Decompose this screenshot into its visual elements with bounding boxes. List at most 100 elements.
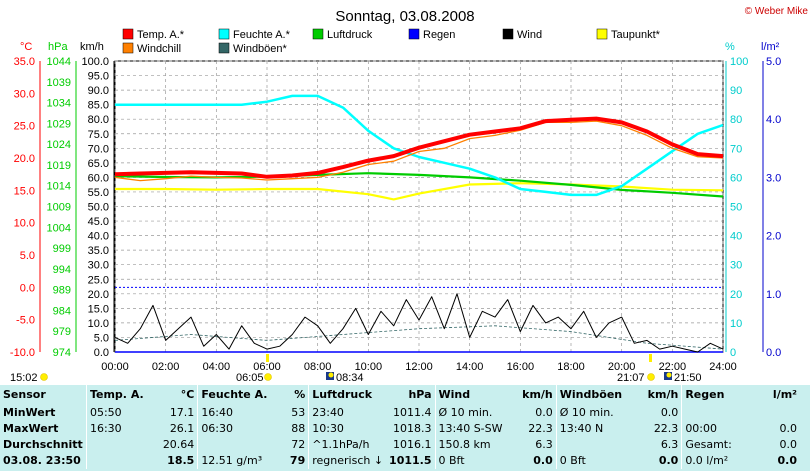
y-tick-temp: 30.0 <box>14 88 35 100</box>
stats-cell: 0.0 <box>779 438 798 451</box>
y-tick-rain: 3.0 <box>766 172 781 184</box>
series-wind <box>114 293 724 353</box>
y-tick-temp: 25.0 <box>14 121 35 133</box>
stats-head-temp-unit: °C <box>180 388 195 401</box>
y-tick-temp: 35.0 <box>14 56 35 68</box>
stats-cell: 0 Bft <box>434 453 511 469</box>
axis-unit-label: km/h <box>80 41 104 53</box>
stats-cell: 0.0 l/m² <box>681 453 747 469</box>
x-tick-label: 22:00 <box>659 361 687 373</box>
axis-unit-label: % <box>725 41 735 53</box>
y-tick-wind: 75.0 <box>88 129 109 141</box>
stats-cell <box>197 437 274 453</box>
axis-unit-label: l/m² <box>761 41 780 53</box>
stats-cell: Ø 10 min. <box>434 405 511 421</box>
stats-cell: Ø 10 min. <box>555 405 637 421</box>
stats-row: Durchschnitt 20.64 72 ^1.1hPa/h 1016.1 150.8 … <box>0 437 800 453</box>
y-tick-pressure: 994 <box>53 264 71 276</box>
x-tick-label: 18:00 <box>557 361 585 373</box>
sunset-marker <box>649 354 652 362</box>
stats-cell: 6.3 <box>660 438 679 451</box>
stats-row: MinWert 05:50 17.1 16:40 53 23:40 1011.4 Ø 10 m… <box>0 405 800 421</box>
sunset-time: 21:07 <box>617 372 645 384</box>
y-tick-wind: 40.0 <box>88 231 109 243</box>
stats-cell: 0.0 <box>535 406 553 419</box>
y-tick-wind: 65.0 <box>88 158 109 170</box>
legend-swatch <box>122 42 134 54</box>
y-tick-pressure: 1009 <box>47 202 71 214</box>
legend-label: Taupunkt* <box>611 29 661 41</box>
y-tick-temp: -10.0 <box>10 347 35 359</box>
stats-cell: 20.64 <box>162 438 195 451</box>
y-tick-rain: 2.0 <box>766 231 781 243</box>
x-tick-label: 06:00 <box>253 361 281 373</box>
stats-head-rain: Regen <box>681 385 747 405</box>
sun-moon-row: 15:02 06:05 08:34 21:07 21:50 <box>10 354 702 384</box>
x-tick-label: 10:00 <box>355 361 383 373</box>
stats-cell: regnerisch ↓ <box>308 453 387 469</box>
stats-row: MaxWert 16:30 26.1 06:30 88 10:30 1018.3 13:40 … <box>0 421 800 437</box>
x-tick-label: 04:00 <box>203 361 231 373</box>
y-tick-wind: 100.0 <box>81 56 109 68</box>
y-tick-wind: 50.0 <box>88 202 109 214</box>
y-tick-humidity: 100 <box>730 56 748 68</box>
y-tick-pressure: 1014 <box>47 181 71 193</box>
legend-swatch <box>312 28 324 40</box>
axis-unit-label: hPa <box>48 41 68 53</box>
y-tick-temp: -5.0 <box>16 315 35 327</box>
moonrise-time: 08:34 <box>336 372 364 384</box>
stats-cell: 1016.1 <box>393 438 432 451</box>
y-tick-wind: 5.0 <box>94 332 109 344</box>
stats-cell: 26.1 <box>169 422 195 435</box>
sunrise-time: 06:05 <box>236 372 264 384</box>
y-tick-wind: 10.0 <box>88 318 109 330</box>
stats-panel: Sensor Temp. A. °C Feuchte A. % Luftdruc… <box>0 385 810 471</box>
stats-cell: 72 <box>291 438 306 451</box>
legend-swatch <box>218 42 230 54</box>
stats-cell: 79 <box>289 454 306 467</box>
x-tick-label: 12:00 <box>405 361 433 373</box>
stats-head-hum: Feuchte A. <box>197 385 274 405</box>
y-tick-pressure: 974 <box>53 347 71 359</box>
y-tick-wind: 35.0 <box>88 245 109 257</box>
stats-cell: 6.3 <box>535 438 553 451</box>
y-tick-wind: 80.0 <box>88 114 109 126</box>
x-tick-label: 14:00 <box>456 361 484 373</box>
stats-cell: ^1.1hPa/h <box>308 437 387 453</box>
y-tick-wind: 60.0 <box>88 172 109 184</box>
axes: 00:00 02:00 04:00 06:00 08:00 10:00 12:00 14:00… <box>10 41 781 373</box>
y-tick-rain: 5.0 <box>766 56 781 68</box>
stats-head-press: Luftdruck <box>308 385 387 405</box>
stats-cell: 1018.3 <box>393 422 432 435</box>
stats-cell: 88 <box>291 422 306 435</box>
y-tick-temp: 0.0 <box>20 282 35 294</box>
stats-row-label: 03.08. 23:50 <box>3 454 81 467</box>
sunrise-edge-time: 15:02 <box>10 372 38 384</box>
moonset-time: 21:50 <box>674 372 702 384</box>
axis-unit-label: °C <box>20 41 32 53</box>
stats-cell: 1011.4 <box>393 406 432 419</box>
stats-cell <box>85 437 153 453</box>
moon-icon-glow <box>666 372 672 378</box>
y-tick-wind: 95.0 <box>88 71 109 83</box>
stats-cell: 1011.5 <box>389 454 432 467</box>
y-tick-pressure: 1039 <box>47 77 71 89</box>
stats-cell: 16:30 <box>85 421 153 437</box>
y-tick-pressure: 1024 <box>47 139 71 151</box>
legend-swatch <box>408 28 420 40</box>
grid <box>114 60 724 353</box>
y-tick-temp: 15.0 <box>14 185 35 197</box>
x-tick-label: 00:00 <box>101 361 129 373</box>
stats-head-wind-unit: km/h <box>522 388 553 401</box>
y-tick-pressure: 1004 <box>47 222 71 234</box>
y-tick-temp: 5.0 <box>20 250 35 262</box>
stats-cell: 13:40 N <box>555 421 637 437</box>
y-tick-humidity: 10 <box>730 318 742 330</box>
stats-cell: 0.0 <box>777 454 798 467</box>
y-tick-humidity: 20 <box>730 289 742 301</box>
y-tick-rain: 4.0 <box>766 114 781 126</box>
stats-cell: 12.51 g/m³ <box>197 453 274 469</box>
x-tick-label: 20:00 <box>608 361 636 373</box>
chart-title: Sonntag, 03.08.2008 <box>335 8 474 25</box>
y-tick-wind: 45.0 <box>88 216 109 228</box>
